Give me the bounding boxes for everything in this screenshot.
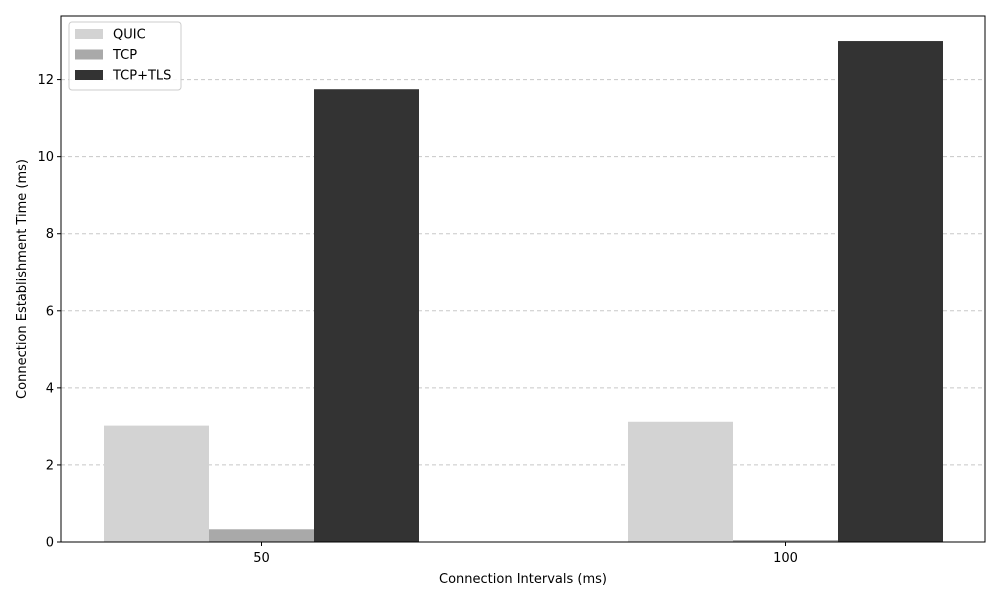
bars <box>104 41 943 543</box>
legend-swatch <box>75 70 103 80</box>
bar-tcp-tls-50 <box>314 89 419 542</box>
y-tick-label: 4 <box>46 381 54 396</box>
x-tick-label: 50 <box>253 551 270 566</box>
y-tick-label: 10 <box>37 150 54 165</box>
legend: QUIC TCP TCP+TLS <box>68 21 182 91</box>
bar-quic-50 <box>104 425 209 542</box>
y-tick-label: 8 <box>46 227 54 242</box>
legend-label: TCP+TLS <box>112 69 171 84</box>
y-tick-label: 6 <box>46 304 54 319</box>
y-tick-label: 0 <box>46 536 54 551</box>
x-axis-label: Connection Intervals (ms) <box>439 572 607 587</box>
x-axis: 50 100 <box>253 542 798 566</box>
legend-swatch <box>75 29 103 39</box>
y-axis-label: Connection Establishment Time (ms) <box>15 159 30 399</box>
y-tick-label: 2 <box>46 458 54 473</box>
x-tick-label: 100 <box>773 551 798 566</box>
bar-tcp-50 <box>209 529 314 542</box>
bar-quic-100 <box>628 421 733 542</box>
y-axis: 0 2 4 6 8 10 12 <box>37 73 61 551</box>
plot-frame <box>60 15 986 543</box>
bar-tcp-tls-100 <box>838 41 943 543</box>
legend-swatch <box>75 49 103 60</box>
y-tick-label: 12 <box>37 73 54 88</box>
grid-lines <box>61 79 985 466</box>
bar-tcp-100 <box>733 540 838 542</box>
legend-label: TCP <box>112 48 137 63</box>
legend-label: QUIC <box>113 28 146 43</box>
